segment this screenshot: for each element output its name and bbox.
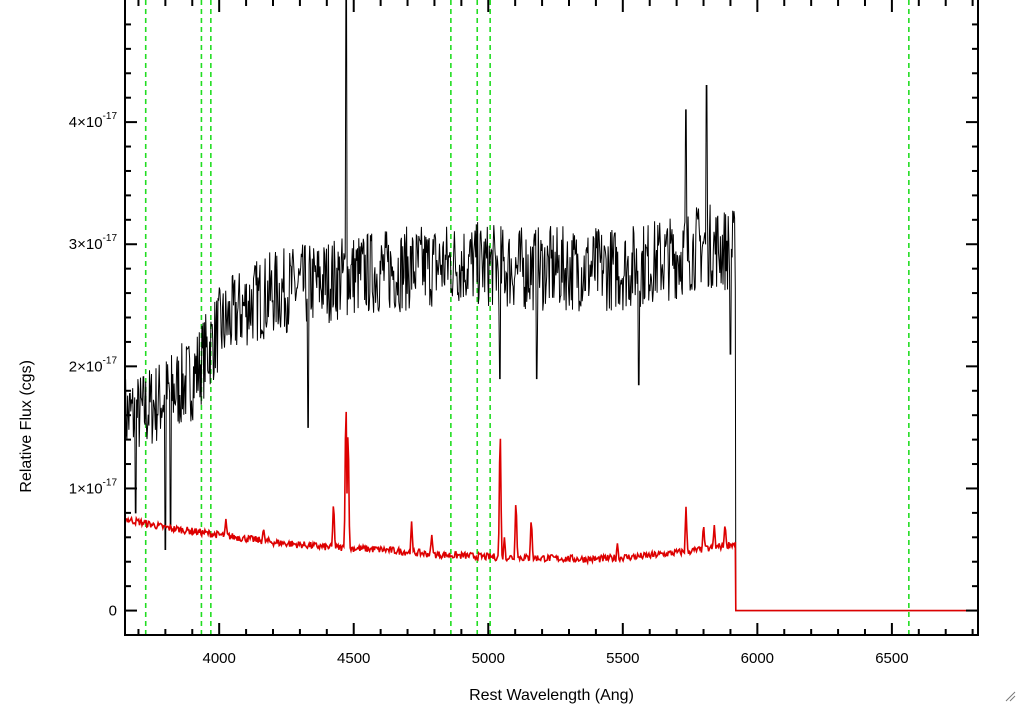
x-axis-title: Rest Wavelength (Ang)	[469, 687, 634, 704]
y-tick-label: 2×10-17	[69, 355, 118, 375]
spectrum-line	[124, 0, 978, 612]
y-tick-label: 3×10-17	[69, 233, 118, 253]
x-tick-label: 6500	[875, 650, 908, 667]
x-tick-label: 4000	[202, 650, 235, 667]
resize-grip-icon[interactable]	[1004, 690, 1016, 702]
x-tick-label: 5500	[606, 650, 639, 667]
x-tick-label: 5000	[472, 650, 505, 667]
model-line	[124, 411, 978, 612]
axis-ticks	[125, 0, 978, 635]
x-tick-label: 6000	[741, 650, 774, 667]
series-group	[124, 0, 978, 612]
y-tick-label: 0	[109, 603, 117, 620]
x-tick-label: 4500	[337, 650, 370, 667]
y-tick-labels: 0 1×10-17 2×10-17 3×10-17 4×10-17	[69, 111, 118, 619]
y-tick-label: 4×10-17	[69, 111, 118, 131]
y-tick-label: 1×10-17	[69, 477, 118, 497]
x-tick-labels: 4000 4500 5000 5500 6000 6500	[202, 650, 908, 667]
reference-lines	[144, 0, 910, 635]
y-axis-title: Relative Flux (cgs)	[18, 360, 35, 492]
